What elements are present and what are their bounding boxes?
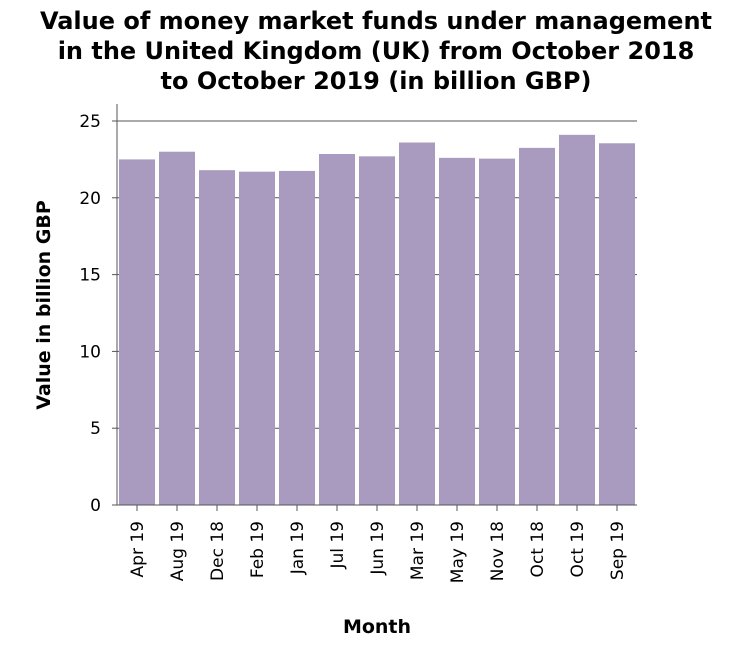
bar-mar-19 <box>399 142 435 505</box>
y-tick-label-15: 15 <box>79 266 101 286</box>
bar-apr-19 <box>119 159 155 505</box>
x-tick-label-9: Nov 18 <box>488 521 508 581</box>
x-tick-label-4: Jan 19 <box>288 521 308 575</box>
chart-title: Value of money market funds under manage… <box>0 6 752 96</box>
bar-oct-19 <box>559 134 595 505</box>
x-tick-label-5: Jul 19 <box>328 521 348 570</box>
y-tick-label-25: 25 <box>79 112 101 132</box>
bar-may-19 <box>439 157 475 505</box>
bar-jun-19 <box>359 156 395 505</box>
x-tick-label-6: Jun 19 <box>368 521 388 576</box>
bar-jan-19 <box>279 170 315 506</box>
x-tick-label-7: Mar 19 <box>408 521 428 580</box>
bar-nov-18 <box>479 158 515 505</box>
x-tick-label-11: Oct 19 <box>568 521 588 577</box>
bar-aug-19 <box>159 151 195 505</box>
y-tick-label-20: 20 <box>79 189 101 209</box>
x-tick-label-3: Feb 19 <box>248 521 268 578</box>
x-tick-label-12: Sep 19 <box>608 521 628 580</box>
bar-oct-18 <box>519 147 555 505</box>
chart-title-line-2: in the United Kingdom (UK) from October … <box>57 37 695 65</box>
bars <box>119 134 635 506</box>
chart-title-line-1: Value of money market funds under manage… <box>39 7 713 35</box>
y-tick-label-5: 5 <box>90 419 101 439</box>
bar-dec-18 <box>199 170 235 506</box>
bar-feb-19 <box>239 171 275 506</box>
y-axis-title: Value in billion GBP <box>33 200 55 410</box>
chart-title-line-3: to October 2019 (in billion GBP) <box>160 67 592 95</box>
x-tick-label-2: Dec 18 <box>208 521 228 581</box>
bar-sep-19 <box>599 143 635 505</box>
x-axis-title: Month <box>343 616 411 638</box>
bar-jul-19 <box>319 154 355 506</box>
x-tick-label-8: May 19 <box>448 521 468 583</box>
y-tick-label-10: 10 <box>79 342 101 362</box>
y-tick-labels: 0 5 10 15 20 25 <box>79 112 101 516</box>
x-tick-label-1: Aug 19 <box>168 521 188 581</box>
axes <box>112 104 637 511</box>
y-tick-label-0: 0 <box>90 496 101 516</box>
x-tick-label-10: Oct 18 <box>528 521 548 577</box>
x-tick-label-0: Apr 19 <box>128 521 148 577</box>
x-tick-labels: Apr 19 Aug 19 Dec 18 Feb 19 Jan 19 Jul 19 Jun … <box>128 521 628 583</box>
